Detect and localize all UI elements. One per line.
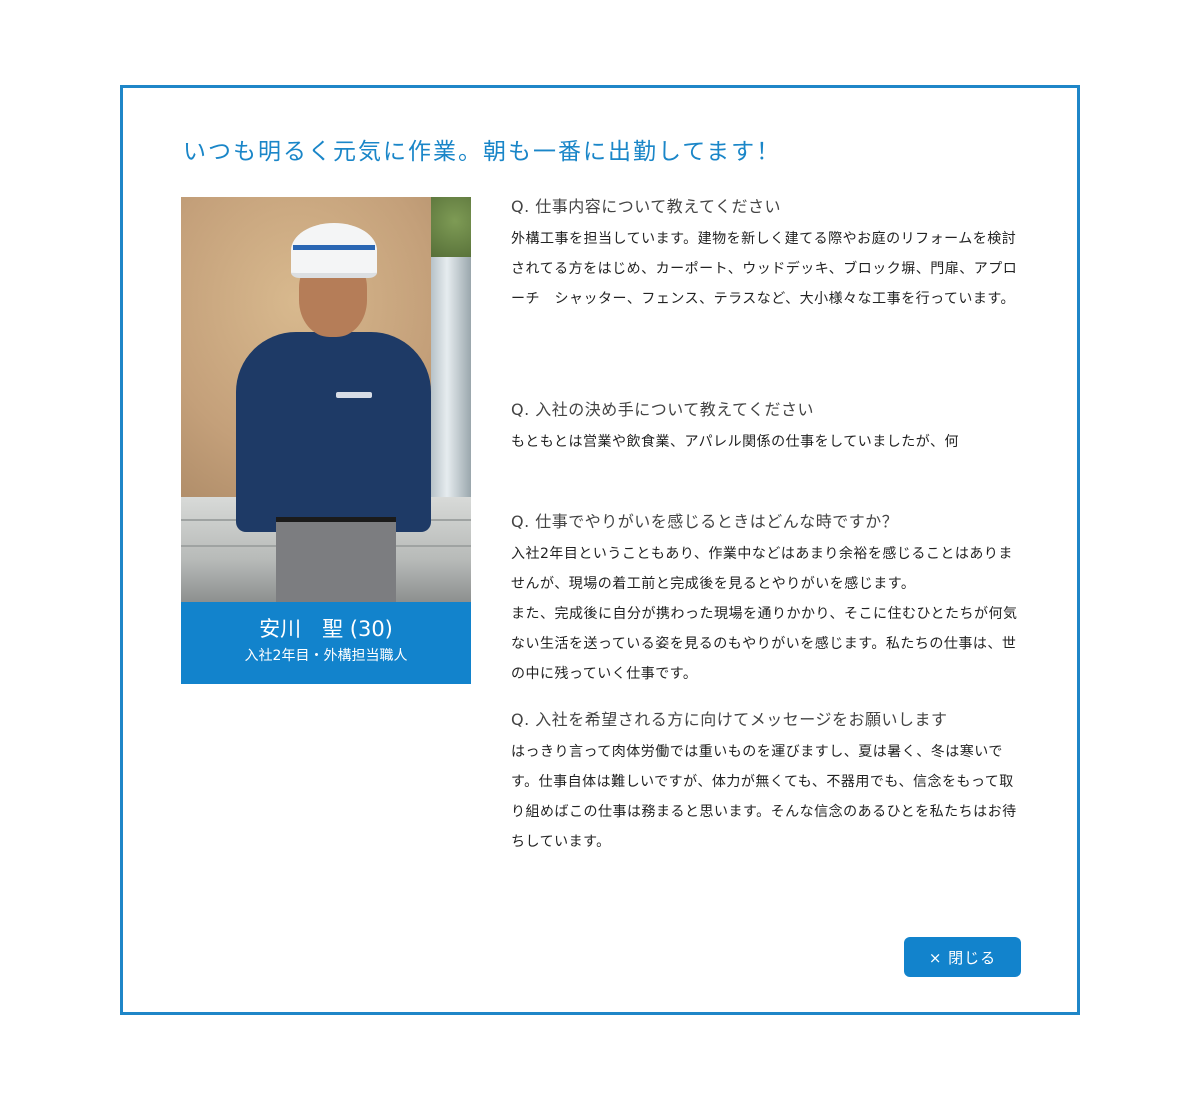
qa-question: Q. 仕事でやりがいを感じるときはどんな時ですか？ (511, 512, 899, 531)
qa-item: Q. 入社の決め手について教えてください もともとは営業や飲食業、アパレル関係の… (511, 398, 1023, 457)
interview-headline: いつも明るく元気に作業。朝も一番に出勤してます！ (183, 139, 782, 165)
close-button[interactable]: × 閉じる (904, 937, 1021, 977)
qa-item: Q. 入社を希望される方に向けてメッセージをお願いします はっきり言って肉体労働… (511, 708, 1023, 857)
qa-answer: 入社2年目ということもあり、作業中などはあまり余裕を感じることはありませんが、現… (511, 546, 1018, 682)
qa-answer: もともとは営業や飲食業、アパレル関係の仕事をしていましたが、何 (511, 434, 959, 450)
qa-item: Q. 仕事内容について教えてください 外構工事を担当しています。建物を新しく建て… (511, 195, 1023, 374)
employee-name: 安川 聖 (30) (259, 617, 393, 641)
qa-question: Q. 入社を希望される方に向けてメッセージをお願いします (511, 710, 948, 729)
qa-item: Q. 仕事でやりがいを感じるときはどんな時ですか？ 入社2年目ということもあり、… (511, 510, 1023, 689)
qa-question: Q. 仕事内容について教えてください (511, 197, 782, 216)
employee-role: 入社2年目・外構担当職人 (244, 648, 408, 664)
interview-modal: いつも明るく元気に作業。朝も一番に出勤してます！ 安川 聖 (30) 入社2年目… (120, 85, 1080, 1015)
qa-answer: はっきり言って肉体労働では重いものを運びますし、夏は暑く、冬は寒いです。仕事自体… (511, 744, 1017, 850)
profile-photo (181, 197, 471, 602)
profile-card: 安川 聖 (30) 入社2年目・外構担当職人 (181, 197, 471, 684)
qa-list: Q. 仕事内容について教えてください 外構工事を担当しています。建物を新しく建て… (511, 195, 1023, 857)
qa-question: Q. 入社の決め手について教えてください (511, 400, 815, 419)
profile-caption: 安川 聖 (30) 入社2年目・外構担当職人 (181, 602, 471, 684)
qa-answer: 外構工事を担当しています。建物を新しく建てる際やお庭のリフォームを検討されてる方… (511, 231, 1018, 307)
